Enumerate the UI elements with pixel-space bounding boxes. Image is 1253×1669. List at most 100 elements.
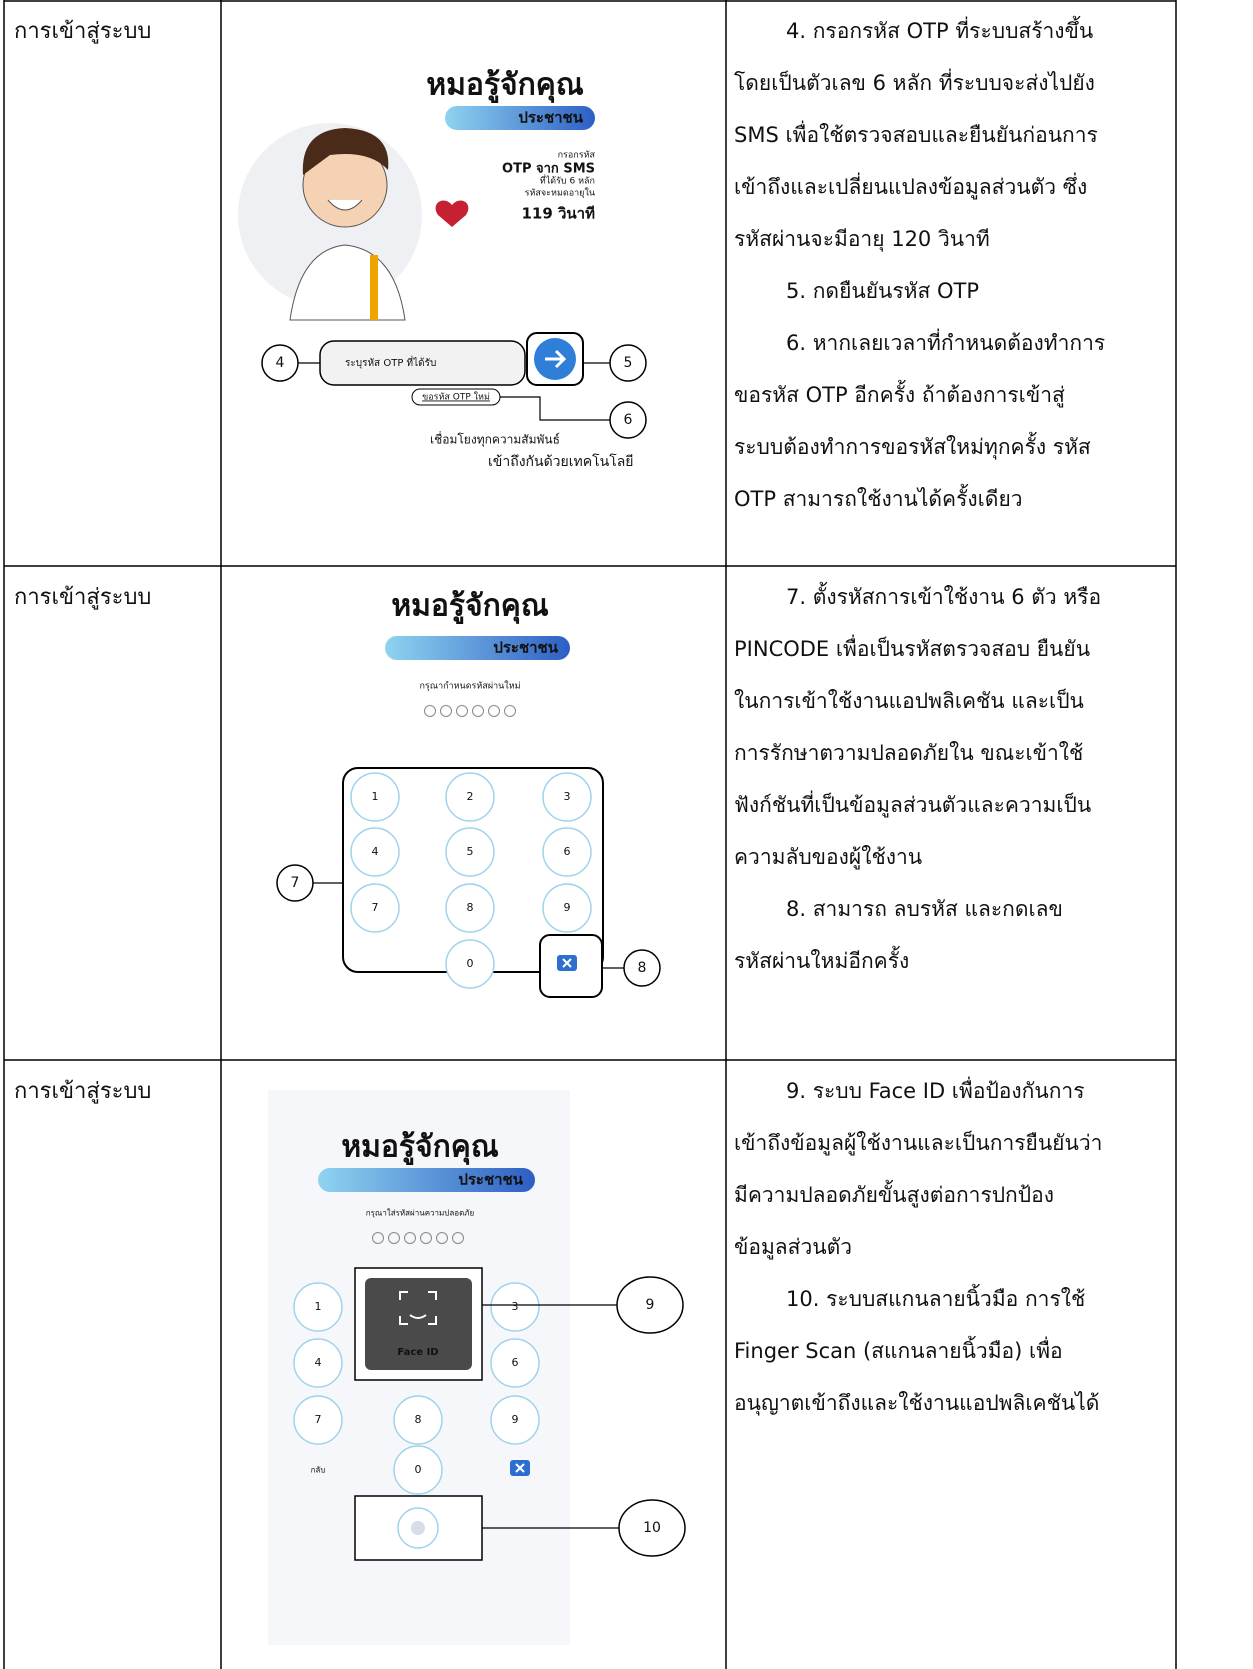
pin-dot	[440, 705, 452, 717]
description-line: SMS เพื่อใช้ตรวจสอบและยืนยันก่อนการ	[734, 120, 1098, 147]
otp-info: ที่ได้รับ 6 หลัก	[540, 174, 595, 187]
subtitle-pill	[318, 1168, 535, 1192]
delete-x	[515, 1463, 525, 1473]
callout-circle	[609, 401, 647, 439]
description-line: มีความปลอดภัยขั้นสูงต่อการปกป้อง	[734, 1180, 1054, 1208]
description-line: โดยเป็นตัวเลข 6 หลัก ที่ระบบจะส่งไปยัง	[734, 68, 1095, 95]
description-line: PINCODE เพื่อเป็นรหัสตรวจสอบ ยืนยัน	[734, 634, 1090, 661]
key-label: 9	[564, 901, 571, 914]
description-line: เข้าถึงและเปลี่ยนแปลงข้อมูลส่วนตัว ซึ่ง	[734, 172, 1087, 200]
description-line: การรักษาตวามปลอดภัยใน ขณะเข้าใช้	[734, 741, 1083, 765]
row-label: การเข้าสู่ระบบ	[14, 19, 151, 44]
doctor-illustration	[238, 123, 469, 321]
prompt: กรุณากำหนดรหัสผ่านใหม่	[419, 681, 520, 692]
key-label: 8	[467, 901, 474, 914]
key-label: 3	[564, 790, 571, 803]
fingerprint-icon	[411, 1521, 425, 1535]
callout-circle	[623, 949, 661, 987]
connector	[500, 396, 610, 421]
description-line: 6. หากเลยเวลาที่กำหนดต้องทำการ	[786, 328, 1105, 355]
key-label: 7	[372, 901, 379, 914]
description-line: อนุญาตเข้าถึงและใช้งานแอปพลิเคชันได้	[734, 1391, 1099, 1416]
key-label: 9	[512, 1413, 519, 1426]
description-line: ข้อมูลส่วนตัว	[734, 1235, 852, 1260]
subtitle-pill	[445, 106, 595, 130]
key-button	[542, 827, 592, 877]
pin-dot	[456, 705, 468, 717]
key-label: 1	[315, 1300, 322, 1313]
description-line: เข้าถึงข้อมูลผู้ใช้งานและเป็นการยืนยันว่…	[734, 1129, 1102, 1156]
pin-dot	[472, 705, 484, 717]
subtitle-pill	[385, 636, 570, 660]
row-label: การเข้าสู่ระบบ	[14, 585, 151, 610]
callout-circle	[261, 344, 299, 382]
key-button	[293, 1282, 343, 1332]
key-label: 0	[467, 957, 474, 970]
pin-dot	[452, 1232, 464, 1244]
key-button	[393, 1445, 443, 1495]
callout-circle	[616, 1276, 684, 1334]
key-button	[293, 1395, 343, 1445]
description-line: ขอรหัส OTP อีกครั้ง ถ้าต้องการเข้าสู่	[734, 380, 1065, 408]
key-button	[393, 1395, 443, 1445]
pin-dot	[372, 1232, 384, 1244]
key-label: 8	[415, 1413, 422, 1426]
key-label: 1	[372, 790, 379, 803]
description-line: Finger Scan (สแกนลายนิ้วมือ) เพื่อ	[734, 1336, 1063, 1363]
callout-number: 9	[646, 1297, 655, 1313]
key-button	[350, 827, 400, 877]
pin-dot	[436, 1232, 448, 1244]
pin-dot	[424, 705, 436, 717]
prompt: กรุณาใส่รหัสผ่านความปลอดภัย	[366, 1209, 475, 1218]
key-button	[542, 772, 592, 822]
key-label: 2	[467, 790, 474, 803]
key-button	[445, 883, 495, 933]
app-title: หมอรู้จักคุณ	[426, 68, 583, 104]
pin-dot	[504, 705, 516, 717]
row-label: การเข้าสู่ระบบ	[14, 1079, 151, 1104]
description-line: 7. ตั้งรหัสการเข้าใช้งาน 6 ตัว หรือ	[786, 582, 1101, 609]
key-button	[445, 772, 495, 822]
description-line: ฟังก์ชันที่เป็นข้อมูลส่วนตัวและความเป็น	[734, 790, 1091, 818]
app-subtitle: ประชาชน	[518, 109, 583, 127]
otp-info: OTP จาก SMS	[502, 162, 595, 177]
description-line: 8. สามารถ ลบรหัส และกดเลข	[786, 897, 1063, 921]
pin-dot	[404, 1232, 416, 1244]
otp-info: 119 วินาที	[521, 205, 595, 223]
callout-number: 10	[643, 1520, 661, 1536]
face-id-icon	[399, 1291, 437, 1325]
callout-number: 4	[276, 355, 285, 371]
app-subtitle: ประชาชน	[493, 639, 558, 657]
key-label: 6	[564, 845, 571, 858]
description-line: รหัสผ่านจะมีอายุ 120 วินาที	[734, 227, 990, 252]
slogan: เข้าถึงกันด้วยเทคโนโลยี	[488, 453, 634, 470]
description-line: ในการเข้าใช้งานแอปพลิเคชัน และเป็น	[734, 687, 1084, 713]
slogan: เชื่อมโยงทุกความสัมพันธ์	[430, 431, 560, 448]
description-line: ระบบต้องทำการขอรหัสใหม่ทุกครั้ง รหัส	[734, 432, 1091, 460]
app-title: หมอรู้จักคุณ	[341, 1130, 498, 1166]
key-button	[490, 1282, 540, 1332]
key-button	[490, 1395, 540, 1445]
delete-x	[562, 958, 572, 968]
resend-link: ขอรหัส OTP ใหม่	[422, 392, 490, 403]
app-subtitle: ประชาชน	[458, 1171, 523, 1189]
app-title: หมอรู้จักคุณ	[391, 589, 548, 625]
callout-number: 7	[291, 875, 300, 891]
callout-number: 6	[624, 412, 633, 428]
description-line: รหัสผ่านใหม่อีกครั้ง	[734, 946, 909, 973]
description-line: 4. กรอกรหัส OTP ที่ระบบสร้างขึ้น	[786, 16, 1093, 43]
key-button	[293, 1338, 343, 1388]
key-label: 6	[512, 1356, 519, 1369]
submit-arrow	[545, 349, 567, 369]
key-label: 7	[315, 1413, 322, 1426]
key-label: 4	[315, 1356, 322, 1369]
description-line: ความลับของผู้ใช้งาน	[734, 845, 922, 870]
otp-info: รหัสจะหมดอายุใน	[525, 188, 595, 199]
key-button	[490, 1338, 540, 1388]
face-id-label: Face ID	[397, 1347, 438, 1358]
table-grid	[3, 0, 1177, 1669]
key-label: 0	[415, 1463, 422, 1476]
key-button	[350, 883, 400, 933]
description-line: OTP สามารถใช้งานได้ครั้งเดียว	[734, 484, 1023, 511]
